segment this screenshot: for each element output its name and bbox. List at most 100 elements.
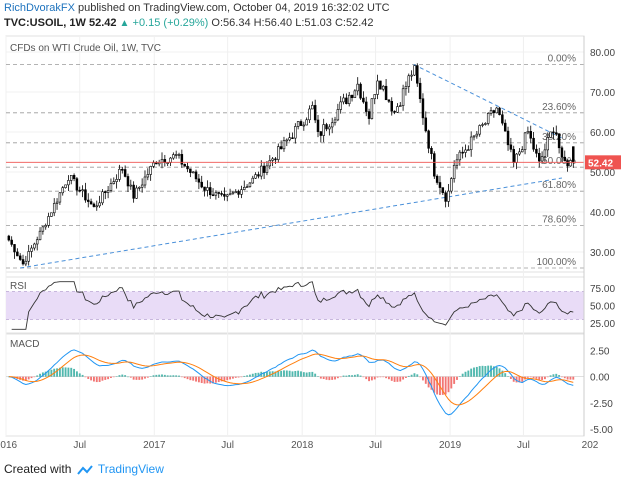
candle-body [24,260,28,265]
candle-body [183,163,186,167]
candle-body [112,181,116,184]
macd-histogram-bar [300,371,302,377]
x-tick-label: Jul [369,440,382,451]
macd-histogram-bar [393,376,396,382]
last-price: 52.42 [88,17,117,29]
macd-histogram-bar [552,374,555,377]
macd-histogram-bar [98,376,101,382]
candle-body [208,187,212,196]
macd-histogram-bar [47,370,50,377]
candle-body [495,107,498,114]
macd-histogram-bar [64,367,67,377]
fib-level-label: 50.00% [542,156,576,167]
macd-histogram-bar [362,376,365,378]
macd-histogram-bar [532,376,535,379]
macd-histogram-bar [353,374,356,377]
candle-body [81,189,84,192]
x-tick-label: 2017 [143,440,166,451]
macd-histogram-bar [345,375,348,377]
candle-body [106,190,110,193]
macd-histogram-bar [560,376,563,378]
macd-histogram-bar [36,375,39,377]
candle-body [560,147,564,158]
macd-histogram-bar [92,376,95,382]
author-link[interactable]: RichDvorakFX [4,2,75,14]
macd-histogram-bar [370,376,373,381]
candle-body [396,106,399,113]
candle-body [464,149,467,153]
macd-histogram-bar [195,376,197,382]
price-axis-tick-label: 70.00 [590,88,615,99]
price-axis-tick-label: 50.00 [590,168,615,179]
candle-body [546,137,549,151]
macd-histogram-bar [396,376,399,382]
macd-histogram-bar [192,376,195,381]
candle-body [492,110,496,114]
candle-body [498,107,501,116]
macd-histogram-bar [203,376,206,384]
candle-body [308,108,311,121]
candle-body [38,230,42,241]
candle-body [186,165,189,170]
macd-histogram-bar [390,376,393,381]
rsi-axis-tick-label: 25.00 [590,319,615,330]
candle-body [69,175,73,181]
macd-histogram-bar [424,376,427,384]
candle-body [177,154,181,156]
macd-histogram-bar [563,376,566,379]
macd-histogram-bar [141,376,144,380]
tradingview-link[interactable]: TradingView [97,462,164,476]
candle-body [214,192,218,196]
macd-histogram-bar [39,373,41,377]
macd-histogram-bar [416,374,419,377]
candle-body [503,122,507,132]
candle-body [172,154,175,159]
fib-level-label: 61.80% [542,180,576,191]
macd-histogram-bar [526,376,529,378]
macd-histogram-bar [555,373,558,377]
macd-histogram-bar [464,371,467,377]
candle-body [95,205,99,208]
candle-body [376,80,379,95]
price-panel-title: CFDs on WTI Crude Oil, 1W, TVC [10,43,161,54]
candle-body [421,98,425,119]
macd-histogram-bar [387,376,390,380]
candle-body [265,165,269,173]
macd-histogram-bar [50,369,53,377]
candle-body [373,94,376,100]
macd-histogram-bar [453,376,456,384]
candle-body [302,124,306,127]
macd-histogram-bar [169,375,172,377]
macd-histogram-bar [268,371,271,377]
macd-histogram-bar [33,376,36,378]
rsi-axis-tick-label: 75.00 [590,284,615,295]
candle-body [566,160,569,167]
candle-body [228,193,232,196]
candle-body [450,178,453,192]
macd-histogram-bar [178,375,180,377]
candle-body [115,179,118,182]
candle-body [58,192,62,203]
macd-histogram-bar [336,376,339,379]
macd-histogram-bar [458,376,461,377]
signal-line [8,353,574,406]
macd-histogram-bar [163,374,166,377]
macd-histogram-bar [297,370,300,377]
candle-body [132,184,135,199]
candle-body [211,194,215,197]
candle-body [538,152,541,162]
candle-body [526,131,530,134]
candle-body [353,90,357,99]
candle-body [347,94,351,104]
macd-histogram-bar [399,376,402,382]
candle-body [180,154,184,165]
candle-body [458,151,462,161]
macd-histogram-bar [84,376,87,378]
candle-body [279,146,283,150]
macd-histogram-bar [155,374,158,377]
macd-histogram-bar [152,375,155,377]
candle-body [506,130,510,146]
macd-histogram-bar [546,376,549,378]
